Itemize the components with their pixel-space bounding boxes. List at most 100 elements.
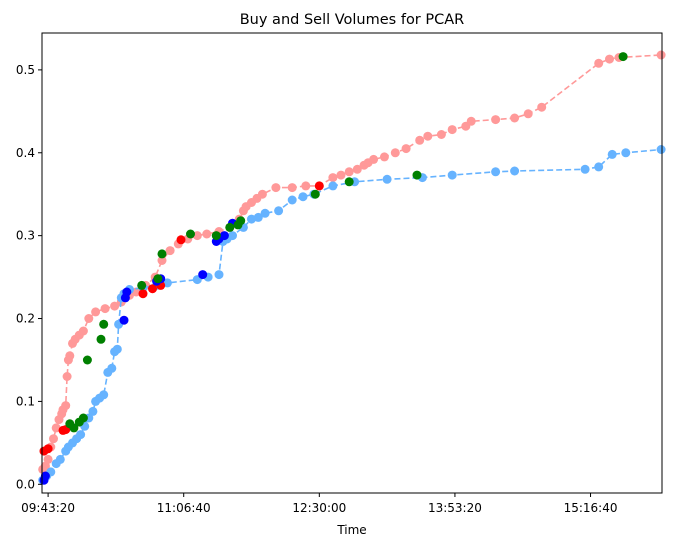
marker-2-point-15 bbox=[310, 189, 320, 199]
series-0 bbox=[38, 50, 666, 474]
series-1-point-50 bbox=[607, 149, 617, 159]
series-1 bbox=[38, 145, 666, 485]
marker-1-point-10 bbox=[219, 231, 229, 241]
series-1-point-29 bbox=[214, 270, 224, 280]
marker-0-point-8 bbox=[314, 181, 324, 191]
series-0-point-26 bbox=[157, 256, 167, 265]
x-tick-label-0: 09:43:20 bbox=[21, 501, 75, 515]
y-tick-label-5: 0.5 bbox=[16, 63, 35, 77]
series-0-point-41 bbox=[287, 183, 297, 193]
series-1-point-15 bbox=[99, 390, 109, 400]
marker-0-point-4 bbox=[138, 289, 148, 299]
series-0-point-67 bbox=[656, 50, 666, 60]
axes-frame bbox=[41, 32, 663, 494]
marker-0-point-1 bbox=[43, 444, 53, 454]
series-0-point-60 bbox=[491, 115, 501, 125]
series-1-point-49 bbox=[594, 162, 604, 172]
y-tick-label-4: 0.4 bbox=[16, 146, 35, 160]
x-tick-label-4: 15:16:40 bbox=[564, 501, 618, 515]
series-0-point-39 bbox=[257, 189, 267, 199]
series-1-point-4 bbox=[55, 454, 65, 464]
series-1-point-17 bbox=[107, 363, 117, 373]
series-0-point-16 bbox=[78, 326, 88, 336]
x-axis-title: Time bbox=[336, 523, 366, 537]
marker-2-point-7 bbox=[137, 280, 147, 290]
series-1-point-52 bbox=[656, 145, 666, 154]
marker-1-point-1 bbox=[40, 471, 50, 481]
y-tick-label-2: 0.2 bbox=[16, 312, 35, 326]
x-tick-label-2: 12:30:00 bbox=[292, 501, 346, 515]
series-1-point-47 bbox=[510, 166, 520, 176]
series-0-point-18 bbox=[91, 307, 101, 317]
marker-2-point-8 bbox=[153, 274, 163, 284]
series-1-point-19 bbox=[112, 344, 122, 354]
marker-1-point-2 bbox=[119, 315, 129, 325]
series-0-point-46 bbox=[344, 167, 354, 177]
marker-2-point-4 bbox=[82, 355, 92, 365]
y-tick-label-1: 0.1 bbox=[16, 394, 35, 408]
series-1-point-46 bbox=[491, 167, 501, 177]
series-1-point-12 bbox=[88, 406, 98, 416]
marker-2-point-17 bbox=[412, 170, 422, 180]
marker-0-point-5 bbox=[148, 284, 157, 294]
series-0-point-59 bbox=[466, 116, 476, 126]
marker-2-point-9 bbox=[157, 249, 167, 259]
series-0-point-50 bbox=[369, 154, 379, 164]
series-1-point-32 bbox=[228, 231, 237, 241]
series-0-point-20 bbox=[110, 301, 120, 311]
series-1-point-39 bbox=[298, 192, 308, 202]
marker-2-point-1 bbox=[69, 423, 79, 433]
marker-0-point-7 bbox=[176, 235, 186, 245]
marker-2-point-6 bbox=[99, 319, 109, 329]
marker-2-point-14 bbox=[236, 216, 246, 226]
series-0-point-19 bbox=[100, 304, 110, 314]
series-0-point-5 bbox=[51, 423, 61, 433]
series-1-point-9 bbox=[76, 430, 86, 440]
series-0-point-61 bbox=[510, 113, 520, 123]
y-tick-label-0: 0.0 bbox=[16, 477, 35, 491]
series-0-point-47 bbox=[352, 164, 362, 174]
series-0-point-65 bbox=[605, 54, 614, 64]
marker-2-point-3 bbox=[78, 413, 88, 423]
series-0-point-30 bbox=[192, 231, 202, 241]
series-1-point-51 bbox=[621, 148, 631, 158]
series-0-point-17 bbox=[84, 314, 94, 323]
series-1-point-48 bbox=[580, 164, 590, 174]
y-axis: 0.0 0.1 0.2 0.3 0.4 0.5 bbox=[16, 63, 42, 491]
series-0-point-51 bbox=[379, 152, 389, 162]
y-tick-label-3: 0.3 bbox=[16, 229, 35, 243]
series-0-point-12 bbox=[65, 351, 75, 361]
series-1-point-45 bbox=[447, 170, 457, 180]
marker-2-point-11 bbox=[211, 231, 221, 241]
series-0-point-9 bbox=[61, 401, 71, 411]
series-0-point-62 bbox=[523, 109, 533, 119]
series-line-0 bbox=[42, 54, 662, 470]
series-1-point-36 bbox=[260, 208, 270, 218]
series-1-point-34 bbox=[247, 214, 256, 224]
series-0-point-10 bbox=[62, 372, 72, 381]
marker-layer bbox=[39, 52, 628, 485]
series-0-point-45 bbox=[336, 170, 346, 180]
x-axis: 09:43:20 11:06:40 12:30:00 13:53:20 15:16:40 bbox=[21, 493, 617, 515]
series-0-point-31 bbox=[202, 229, 212, 239]
marker-group-2 bbox=[65, 52, 628, 433]
series-0-point-57 bbox=[447, 125, 457, 135]
series-0-point-2 bbox=[43, 454, 53, 464]
chart-title: Buy and Sell Volumes for PCAR bbox=[240, 12, 465, 28]
series-0-point-27 bbox=[165, 246, 175, 256]
marker-2-point-18 bbox=[618, 52, 628, 62]
marker-1-point-7 bbox=[198, 270, 208, 280]
series-1-point-43 bbox=[382, 174, 392, 184]
series-1-point-37 bbox=[274, 206, 284, 216]
series-0-point-63 bbox=[537, 102, 547, 112]
series-0-point-56 bbox=[436, 130, 446, 139]
series-0-point-53 bbox=[401, 144, 411, 154]
series-1-point-38 bbox=[287, 195, 297, 205]
marker-2-point-5 bbox=[96, 334, 106, 344]
marker-2-point-16 bbox=[344, 177, 354, 187]
series-0-point-44 bbox=[328, 173, 338, 183]
x-tick-label-3: 13:53:20 bbox=[428, 501, 482, 515]
marker-1-point-4 bbox=[122, 287, 132, 297]
marker-2-point-12 bbox=[225, 222, 235, 232]
